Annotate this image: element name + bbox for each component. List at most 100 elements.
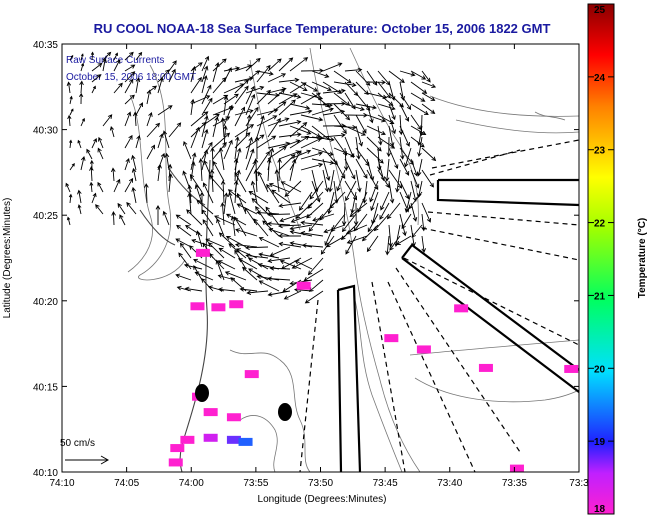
current-vector	[257, 171, 269, 193]
current-vector	[234, 124, 255, 138]
current-vector	[155, 204, 161, 225]
x-tick-label: 74:05	[114, 478, 139, 489]
current-vector	[323, 224, 346, 234]
x-tick-label: 73:45	[373, 478, 398, 489]
current-vector	[410, 180, 418, 202]
current-vector	[395, 169, 401, 193]
current-vector	[234, 106, 246, 127]
current-vector	[212, 116, 219, 138]
current-vector	[227, 191, 236, 215]
current-vector	[355, 169, 362, 193]
current-vector	[223, 125, 228, 149]
colorbar-ticks: 18 19 20 21 22 23 24 25	[588, 3, 614, 515]
current-vector	[289, 81, 308, 92]
current-vector	[131, 167, 137, 182]
current-vector	[268, 227, 291, 237]
current-vector	[186, 209, 203, 226]
current-vector	[355, 136, 361, 160]
current-vector	[300, 230, 324, 237]
current-vector	[309, 180, 324, 200]
current-vector	[113, 52, 118, 61]
current-vector	[421, 92, 436, 101]
current-vector	[322, 101, 346, 106]
x-tick-label: 73:55	[243, 478, 268, 489]
current-vector	[230, 277, 247, 292]
current-vector	[421, 202, 432, 223]
current-vector	[355, 81, 369, 95]
current-vector	[366, 114, 386, 123]
current-vector	[168, 68, 176, 83]
current-vector	[366, 103, 374, 124]
current-vector	[322, 169, 330, 193]
current-vector	[369, 180, 379, 203]
current-vector	[135, 102, 143, 116]
x-axis-label: Longitude (Degrees:Minutes)	[258, 494, 387, 505]
current-vector	[345, 235, 357, 255]
current-vector	[143, 183, 149, 204]
current-vector	[355, 125, 364, 147]
current-vector	[190, 111, 209, 127]
current-vector	[97, 147, 104, 160]
current-vector	[267, 212, 291, 217]
current-vector	[201, 149, 209, 171]
current-vector	[278, 99, 296, 116]
current-vector	[278, 77, 300, 83]
current-vector	[322, 158, 331, 182]
current-vector	[410, 169, 420, 189]
current-vector	[289, 121, 308, 138]
current-vector	[223, 104, 233, 127]
sst-patches	[168, 248, 579, 472]
current-vector	[98, 136, 104, 149]
current-vector	[208, 174, 225, 193]
current-vector	[333, 125, 357, 130]
current-vector	[399, 70, 416, 77]
current-vector	[311, 169, 319, 193]
current-vector	[258, 280, 280, 292]
current-vector	[380, 191, 390, 211]
current-vector	[388, 224, 393, 248]
current-vector	[207, 285, 225, 292]
current-vector	[404, 147, 412, 168]
coastline	[139, 159, 211, 472]
current-vector	[386, 136, 392, 158]
current-vector	[175, 238, 192, 248]
current-vector	[91, 138, 97, 149]
current-vector	[278, 233, 302, 239]
current-vector	[300, 81, 319, 92]
current-vector	[234, 132, 251, 149]
current-vector	[195, 230, 203, 248]
current-vector	[355, 92, 371, 111]
current-vector	[185, 224, 203, 237]
current-vector	[306, 202, 324, 219]
current-vector	[396, 235, 412, 245]
current-vector	[253, 158, 259, 182]
colorbar-tick-label: 18	[594, 504, 606, 515]
scale-arrow	[65, 455, 110, 465]
current-vector	[399, 158, 410, 176]
current-vector	[168, 173, 173, 193]
current-vector	[250, 180, 258, 204]
current-vector	[280, 181, 302, 193]
current-vector	[77, 204, 82, 215]
current-vector	[421, 213, 426, 232]
current-vector	[344, 67, 363, 73]
sst-cell	[226, 413, 241, 422]
current-vector	[212, 160, 225, 182]
current-vector	[214, 215, 236, 226]
current-vector	[220, 202, 225, 226]
current-vector	[333, 81, 357, 88]
current-vector	[190, 65, 197, 83]
current-vector	[308, 279, 324, 292]
current-vector	[266, 183, 280, 204]
sst-cell	[454, 304, 469, 313]
current-vector	[377, 103, 396, 111]
current-vector	[223, 95, 229, 116]
current-vector	[399, 180, 410, 200]
current-vector	[245, 245, 269, 251]
current-vector	[267, 101, 287, 116]
current-vector	[68, 193, 73, 204]
current-vector	[132, 111, 138, 127]
current-vector	[124, 71, 136, 83]
current-vector	[102, 114, 113, 127]
current-vector	[289, 149, 312, 160]
